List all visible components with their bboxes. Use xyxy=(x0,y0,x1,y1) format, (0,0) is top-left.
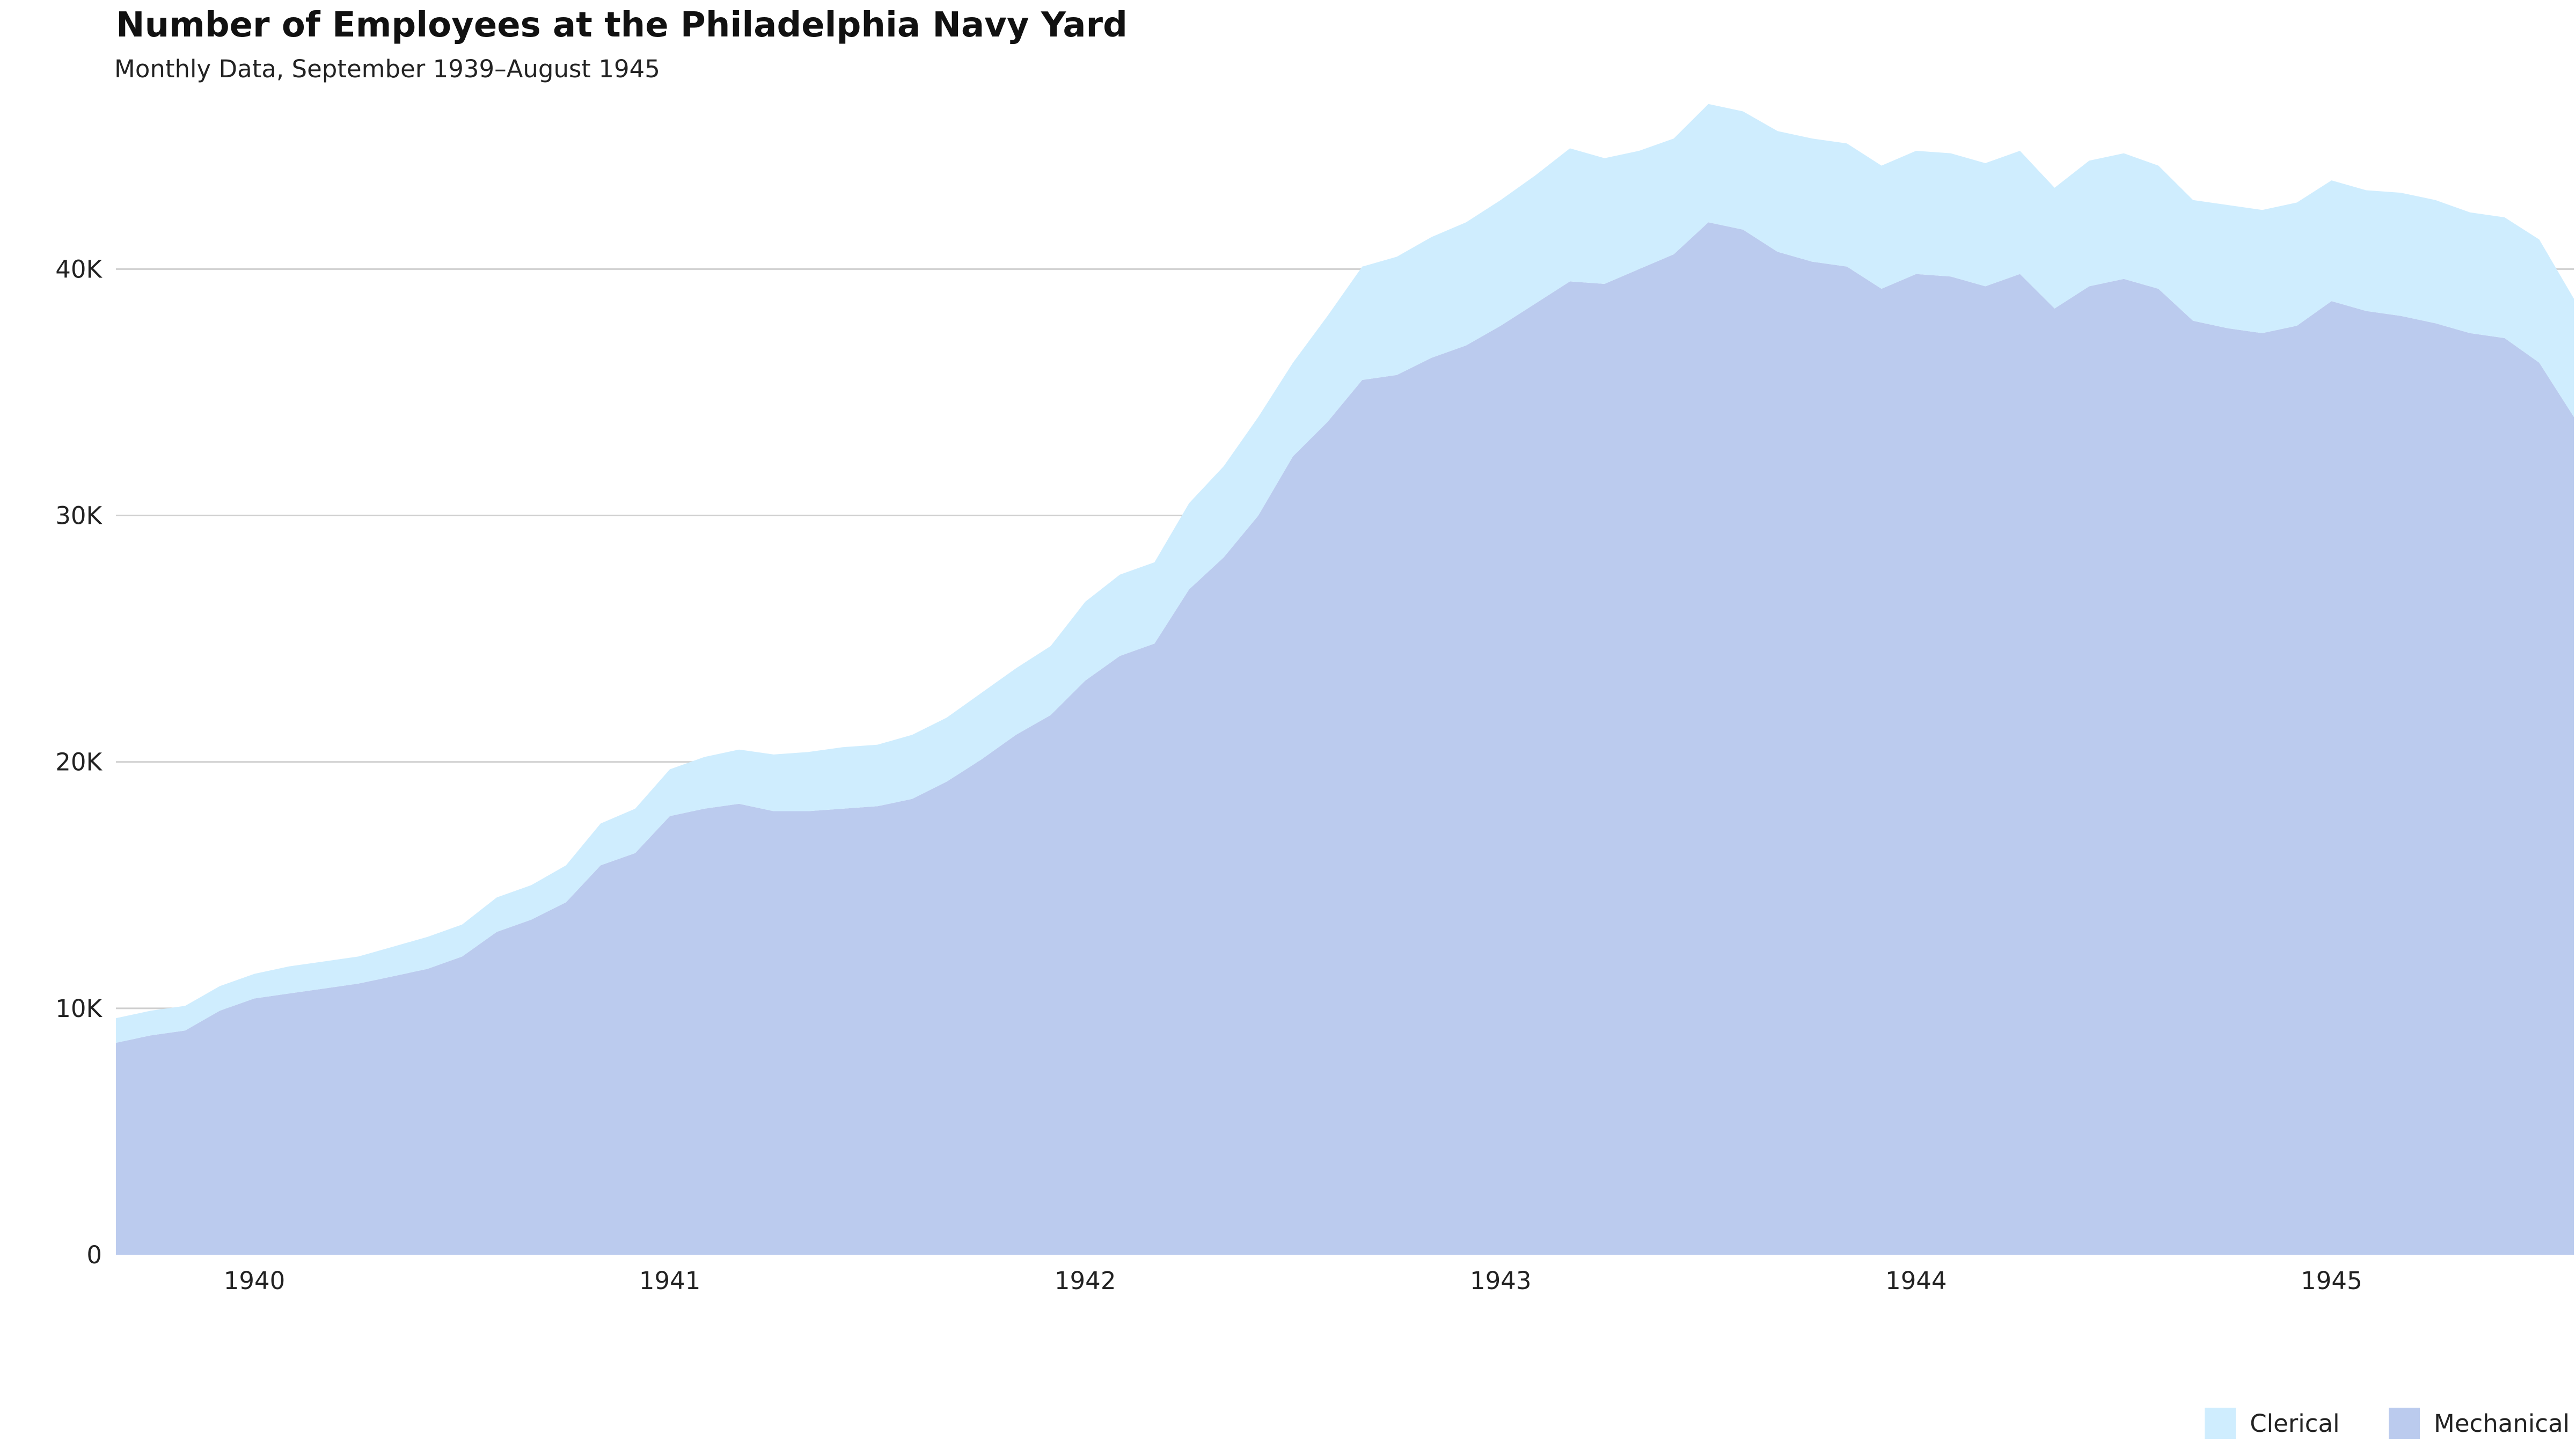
x-tick-label: 1945 xyxy=(2301,1267,2362,1295)
legend-label-clerical: Clerical xyxy=(2250,1409,2339,1438)
x-tick-label: 1944 xyxy=(1885,1267,1947,1295)
series-area-clerical xyxy=(116,104,2574,1043)
chart-title: Number of Employees at the Philadelphia … xyxy=(116,5,1128,45)
y-tick-label: 10K xyxy=(55,994,103,1023)
chart-subtitle: Monthly Data, September 1939–August 1945 xyxy=(114,55,660,83)
x-tick-label: 1940 xyxy=(224,1267,286,1295)
x-tick-label: 1941 xyxy=(639,1267,701,1295)
legend-label-mechanical: Mechanical xyxy=(2434,1409,2570,1438)
series-area-mechanical xyxy=(116,222,2574,1255)
x-tick-label: 1942 xyxy=(1055,1267,1116,1295)
x-tick-label: 1943 xyxy=(1470,1267,1532,1295)
axis-labels: 0 10K 20K 30K 40K 1940 1941 1942 1943 1944 1945 xyxy=(55,255,2362,1295)
y-tick-label: 20K xyxy=(55,748,103,777)
series-areas xyxy=(116,104,2574,1255)
legend-swatch-mechanical xyxy=(2389,1408,2420,1439)
legend: Clerical Mechanical xyxy=(2205,1408,2570,1439)
y-tick-label: 30K xyxy=(55,502,103,530)
y-tick-label: 0 xyxy=(86,1241,102,1269)
legend-swatch-clerical xyxy=(2205,1408,2236,1439)
y-tick-label: 40K xyxy=(55,255,103,283)
